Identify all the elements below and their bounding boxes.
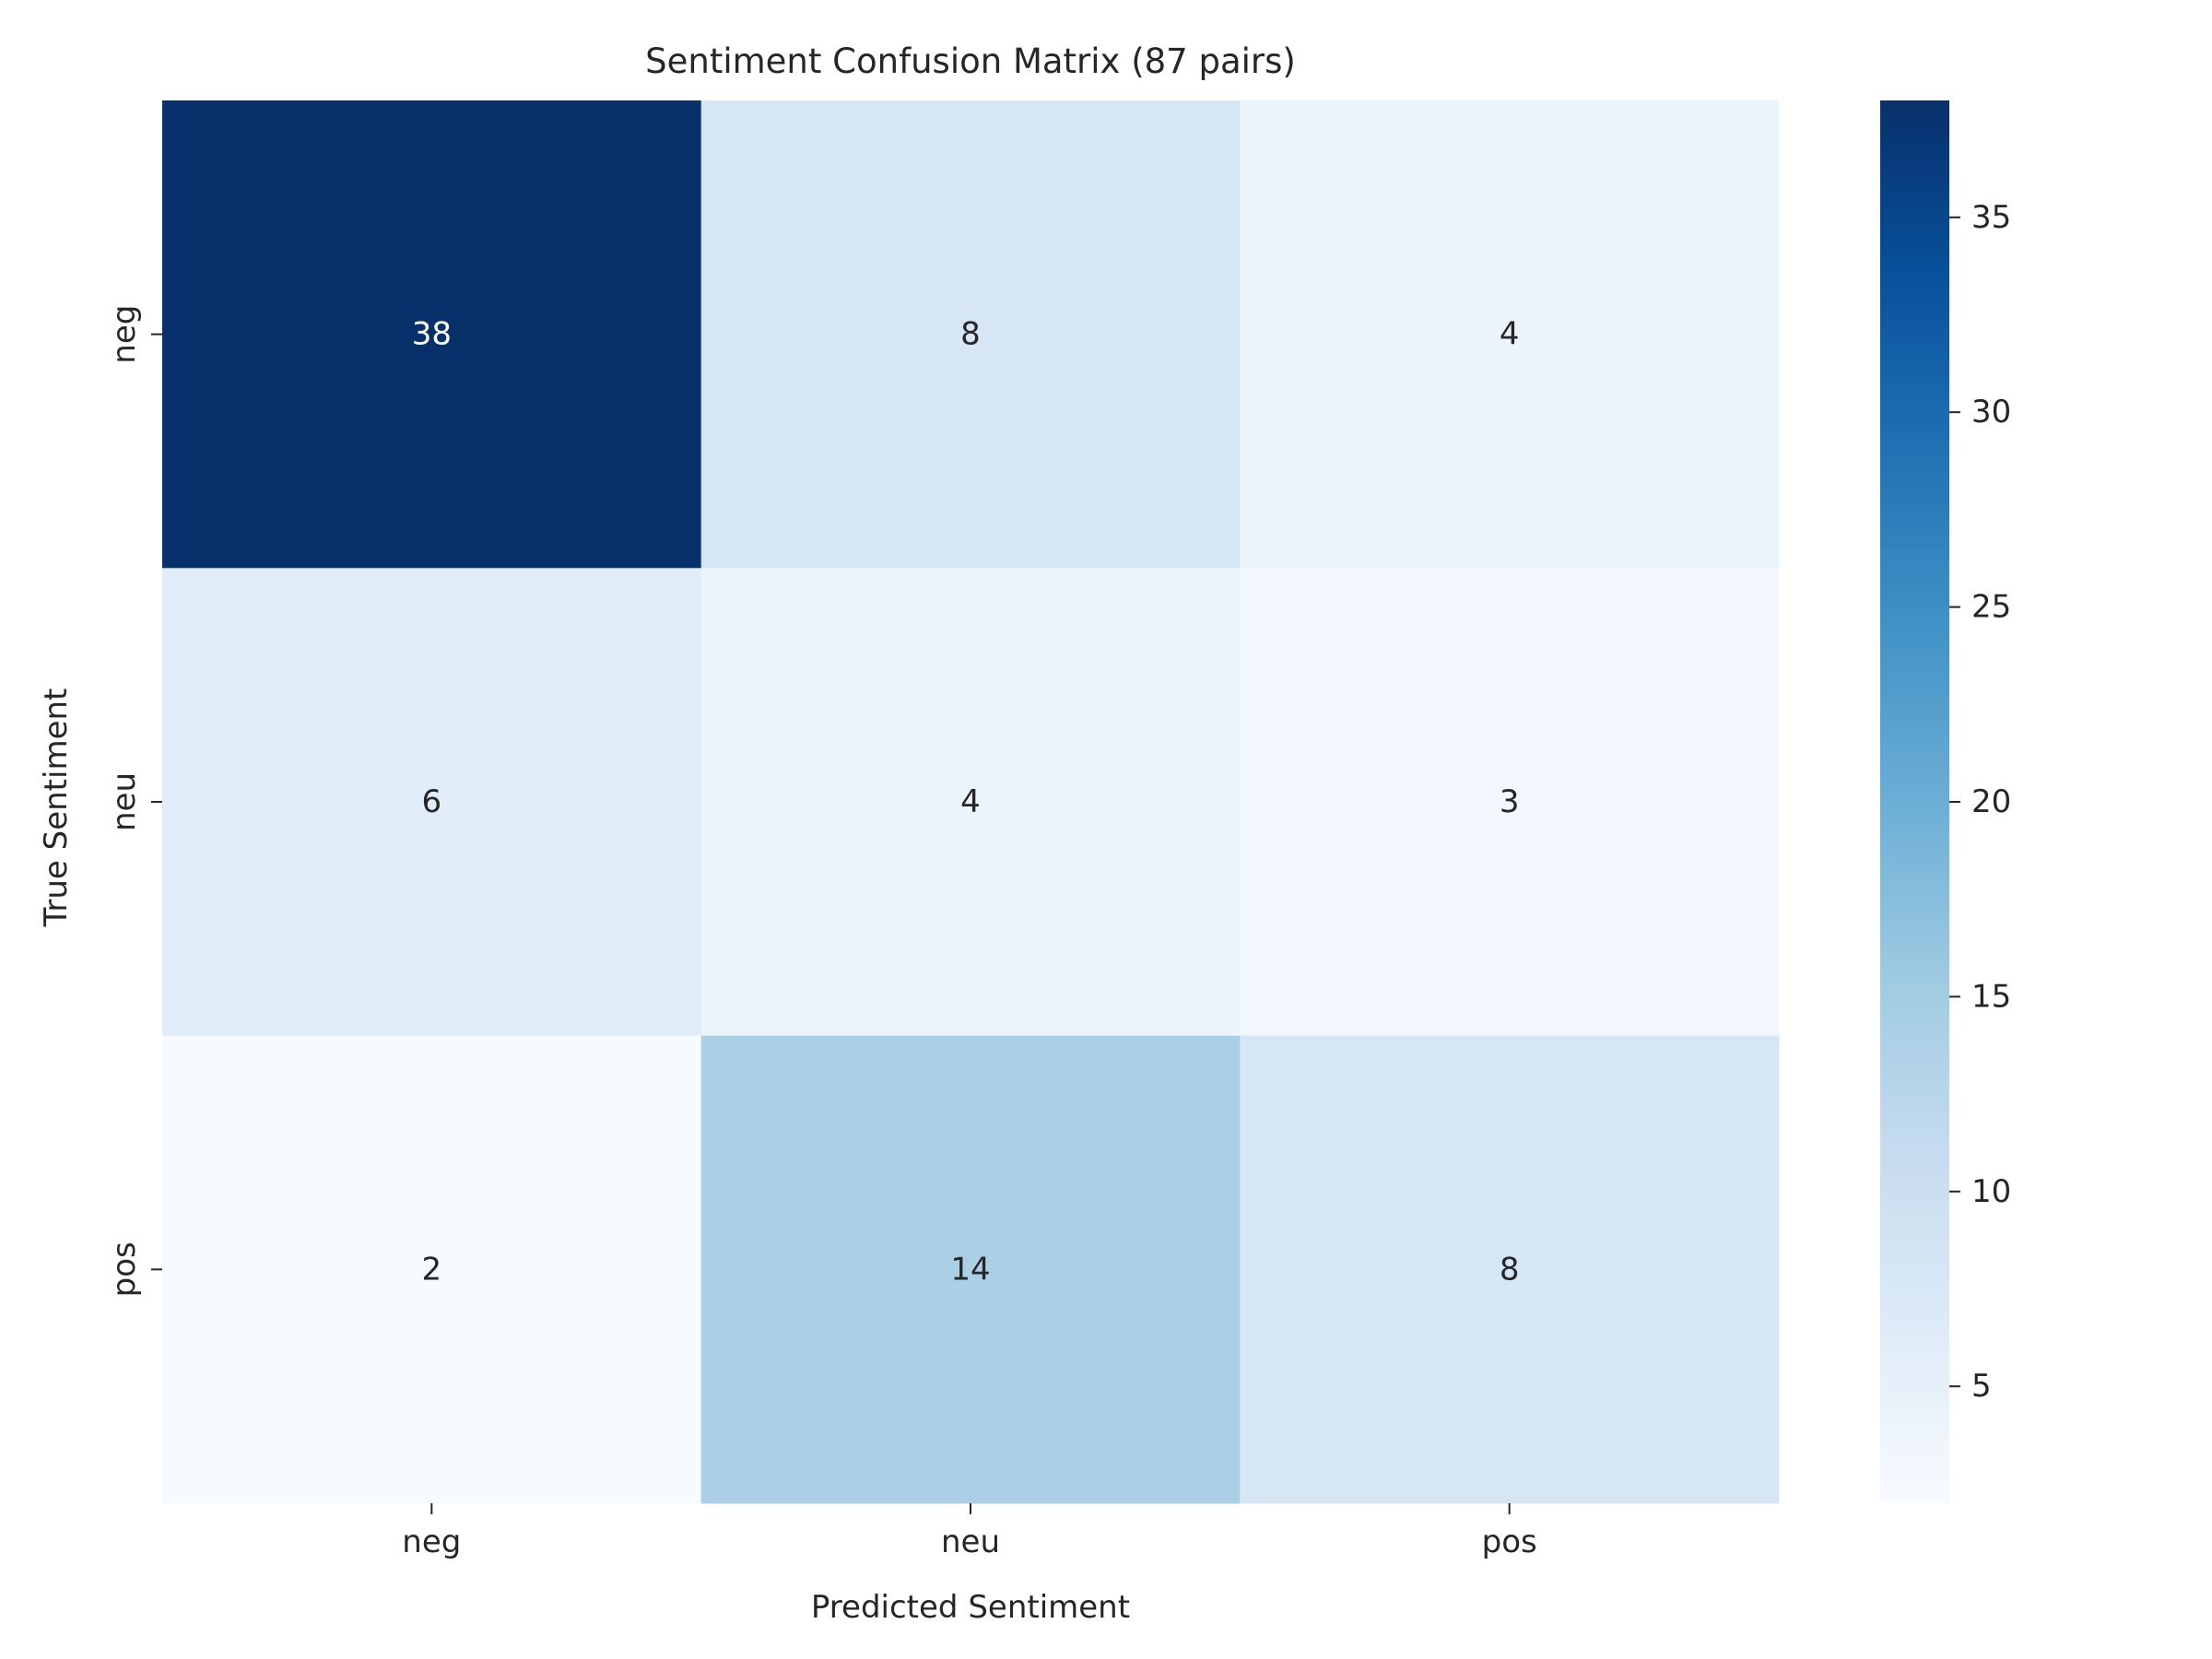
heatmap-cell-neg-neu bbox=[700, 100, 1241, 569]
heatmap-cell-neu-neu bbox=[700, 568, 1241, 1037]
y-tick-label-pos: pos bbox=[106, 1241, 143, 1297]
heatmap-cells bbox=[162, 100, 1780, 1504]
cell-value-neu-neg: 6 bbox=[422, 783, 442, 820]
colorbar-tick-label-30: 30 bbox=[1971, 394, 2011, 430]
x-tick-label-neu: neu bbox=[941, 1524, 1000, 1560]
colorbar-tick-label-35: 35 bbox=[1971, 199, 2011, 236]
colorbar-ticks: 5 10 15 20 25 30 35 bbox=[1949, 199, 2011, 1405]
heatmap-cell-neg-pos bbox=[1240, 100, 1780, 569]
colorbar-tick-label-5: 5 bbox=[1971, 1368, 1992, 1405]
y-axis-label: True Sentiment bbox=[38, 688, 75, 928]
cell-annotations: 38 8 4 6 4 3 2 14 8 bbox=[412, 316, 1520, 1288]
heatmap-cell-neu-neg bbox=[162, 568, 702, 1037]
heatmap-cell-neu-pos bbox=[1240, 568, 1780, 1037]
cell-value-neu-neu: 4 bbox=[960, 783, 981, 820]
x-axis-ticks: neg neu pos bbox=[402, 1503, 1537, 1560]
colorbar-tick-label-20: 20 bbox=[1971, 783, 2011, 820]
y-tick-label-neg: neg bbox=[106, 305, 143, 364]
chart-title: Sentiment Confusion Matrix (87 pairs) bbox=[645, 41, 1296, 81]
heatmap-cell-neg-neg bbox=[162, 100, 702, 569]
cell-value-pos-neg: 2 bbox=[422, 1251, 442, 1288]
heatmap-cell-pos-pos bbox=[1240, 1035, 1780, 1504]
x-tick-label-pos: pos bbox=[1482, 1524, 1537, 1560]
cell-value-pos-pos: 8 bbox=[1500, 1251, 1520, 1288]
cell-value-pos-neu: 14 bbox=[950, 1251, 990, 1288]
cell-value-neg-neg: 38 bbox=[412, 316, 452, 353]
x-tick-label-neg: neg bbox=[402, 1524, 461, 1560]
x-axis-label: Predicted Sentiment bbox=[811, 1589, 1130, 1626]
colorbar-tick-label-25: 25 bbox=[1971, 589, 2011, 626]
colorbar-tick-label-15: 15 bbox=[1971, 978, 2011, 1015]
y-tick-label-neu: neu bbox=[106, 772, 143, 831]
cell-value-neg-neu: 8 bbox=[960, 316, 981, 353]
y-axis-ticks: neg neu pos bbox=[106, 305, 162, 1297]
cell-value-neg-pos: 4 bbox=[1500, 316, 1520, 353]
heatmap-cell-pos-neg bbox=[162, 1035, 702, 1504]
heatmap-cell-pos-neu bbox=[700, 1035, 1241, 1504]
colorbar bbox=[1880, 100, 1949, 1503]
cell-value-neu-pos: 3 bbox=[1500, 783, 1520, 820]
colorbar-tick-label-10: 10 bbox=[1971, 1173, 2011, 1210]
